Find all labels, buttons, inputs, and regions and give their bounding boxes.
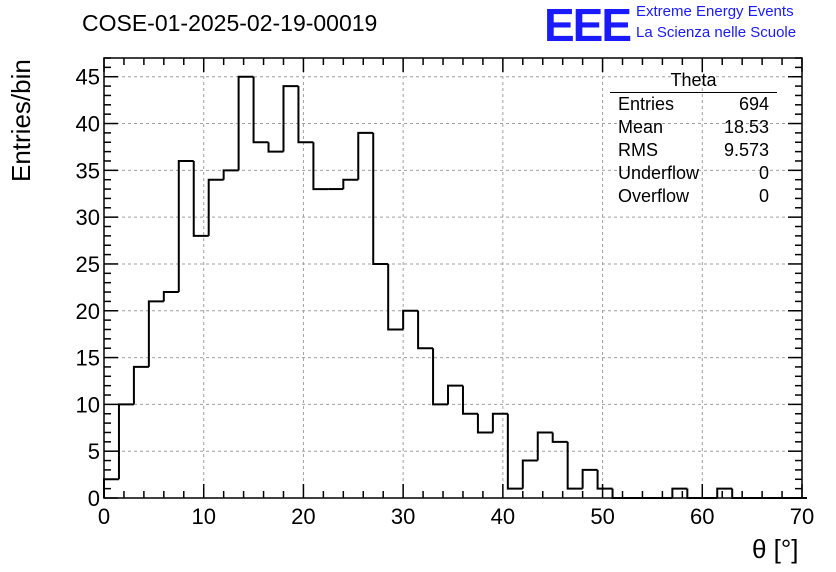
x-tick-label: 60 — [690, 504, 714, 529]
stats-value: 694 — [738, 94, 769, 114]
histogram-bin — [731, 488, 748, 499]
histogram-bin — [671, 487, 688, 498]
histogram-bin — [417, 310, 434, 350]
y-tick-label: 45 — [76, 65, 100, 90]
stats-row-entries: Entries 694 — [610, 93, 777, 116]
y-tick-label: 20 — [76, 299, 100, 324]
histogram-bin — [342, 178, 359, 190]
y-tick-label: 35 — [76, 158, 100, 183]
tick-labels: 0 10 20 30 40 50 60 70 0 5 10 15 20 25 30 35 40 45 — [76, 65, 815, 529]
stats-label: Mean — [618, 117, 664, 137]
y-tick-label: 10 — [76, 392, 100, 417]
stats-label: RMS — [618, 140, 658, 160]
histogram-bin — [476, 413, 493, 434]
y-tick-label: 30 — [76, 205, 100, 230]
histogram-bin — [566, 441, 583, 490]
grid-lines — [104, 58, 802, 498]
stats-label: Underflow — [618, 163, 700, 183]
y-tick-label: 15 — [76, 346, 100, 371]
stats-label: Overflow — [618, 186, 690, 206]
histogram-bin — [432, 348, 449, 406]
logo-line-1: Extreme Energy Events — [636, 3, 794, 20]
histogram-bin — [716, 487, 733, 498]
stats-value: 0 — [758, 186, 769, 206]
stats-title: Theta — [610, 70, 777, 93]
histogram-bin — [447, 384, 463, 405]
stats-value: 9.573 — [723, 140, 769, 160]
histogram-bin — [237, 75, 254, 171]
histogram-bin — [222, 169, 239, 180]
histogram-bin — [461, 385, 478, 415]
histogram-bin — [611, 488, 628, 499]
histogram-bin — [596, 469, 613, 490]
axis-ticks — [103, 57, 803, 499]
histogram-bin — [207, 178, 224, 236]
x-tick-label: 30 — [391, 504, 415, 529]
stats-box: Theta Entries 694 Mean 18.53 RMS 9.573 U… — [610, 70, 777, 208]
histogram-bin — [581, 468, 598, 489]
x-axis-label: θ [°] — [752, 534, 799, 564]
y-tick-label: 25 — [76, 252, 100, 277]
x-tick-label: 50 — [590, 504, 614, 529]
histogram-bin — [686, 488, 703, 499]
histogram-bin — [162, 291, 179, 302]
stats-row-rms: RMS 9.573 — [610, 139, 777, 162]
histogram-bin — [252, 76, 269, 144]
logo-line-2: La Scienza nelle Scuole — [636, 24, 797, 41]
y-tick-label: 40 — [76, 112, 100, 137]
histogram-bin — [267, 142, 284, 153]
histogram-bin — [551, 432, 568, 443]
histogram-bin — [387, 263, 404, 331]
eee-logo: EEE — [544, 0, 632, 51]
stats-row-overflow: Overflow 0 — [610, 185, 777, 208]
x-tick-label: 70 — [790, 504, 814, 529]
y-tick-label: 5 — [88, 439, 100, 464]
x-tick-label: 40 — [491, 504, 515, 529]
stats-row-underflow: Underflow 0 — [610, 162, 777, 185]
histogram-bin — [147, 300, 164, 367]
histogram-bin — [372, 132, 389, 265]
histogram-bin — [297, 86, 314, 144]
histogram-bin — [117, 403, 134, 480]
histogram-bin — [192, 160, 209, 237]
stats-value: 0 — [758, 163, 769, 183]
plot-frame — [103, 57, 803, 499]
chart-title: COSE-01-2025-02-19-00019 — [82, 10, 378, 36]
histogram-bin — [312, 142, 329, 191]
stats-value: 18.53 — [723, 117, 769, 137]
x-tick-label: 0 — [98, 504, 110, 529]
histogram-bin — [132, 365, 149, 405]
histogram-bin — [282, 85, 299, 152]
histogram-bin — [357, 131, 374, 180]
stats-label: Entries — [618, 94, 675, 114]
histogram-bin — [402, 309, 419, 330]
plot-border — [103, 57, 803, 499]
histogram-bin — [521, 459, 538, 489]
histogram-series — [103, 75, 807, 499]
histogram-bin — [177, 159, 194, 293]
stats-row-mean: Mean 18.53 — [610, 116, 777, 139]
y-tick-label: 0 — [88, 486, 100, 511]
x-tick-label: 10 — [191, 504, 215, 529]
y-axis-label: Entries/bin — [6, 59, 36, 182]
histogram-bin — [506, 413, 523, 490]
histogram-bin — [491, 412, 508, 433]
x-tick-label: 20 — [291, 504, 315, 529]
histogram-bin — [536, 431, 553, 461]
